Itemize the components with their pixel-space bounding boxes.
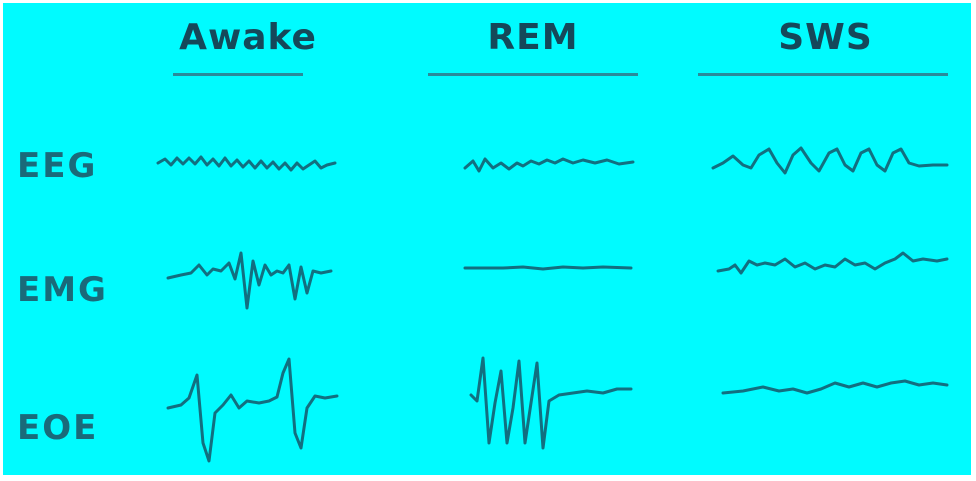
eoe-trace-sws — [3, 3, 971, 475]
sleep-stage-diagram: Awake REM SWS EEG EMG EOE — [3, 3, 971, 475]
